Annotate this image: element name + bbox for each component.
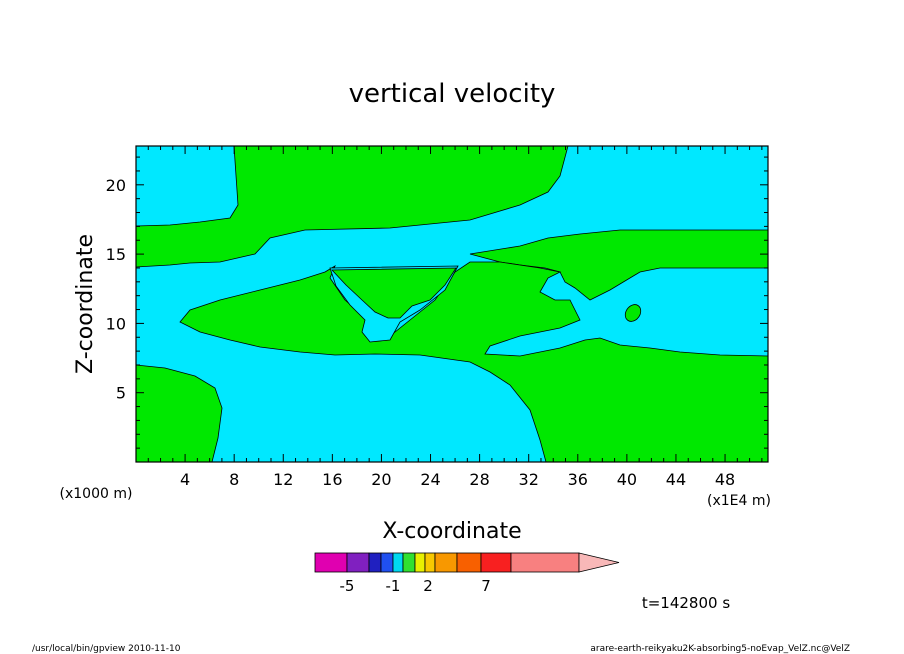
legend-swatch (402, 552, 416, 573)
x-tick-label: 32 (519, 470, 539, 489)
plot-frame (135, 145, 769, 463)
footer-left: /usr/local/bin/gpview 2010-11-10 (32, 644, 181, 654)
legend-tick-labels: -5 -1 2 7 (340, 577, 491, 595)
x-tick-label: 44 (666, 470, 686, 489)
x-tick-label: 36 (568, 470, 588, 489)
x-tick-label: 48 (715, 470, 735, 489)
legend-swatch (424, 552, 436, 573)
y-axis-ticks: 5 10 15 20 (106, 156, 768, 449)
x-tick-label: 8 (229, 470, 239, 489)
legend-label: -5 (340, 577, 355, 595)
legend-swatch (414, 552, 426, 573)
contour-fill (136, 146, 768, 462)
y-tick-label: 5 (116, 384, 126, 403)
x-tick-label: 24 (420, 470, 440, 489)
legend-swatch (456, 552, 482, 573)
positive-region-lens (331, 267, 457, 319)
x-tick-label: 20 (371, 470, 391, 489)
time-label: t=142800 s (642, 594, 730, 612)
footer-right: arare-earth-reikyaku2K-absorbing5-noEvap… (590, 644, 850, 654)
legend-swatch (434, 552, 458, 573)
legend-swatch (480, 552, 512, 573)
y-tick-label: 15 (106, 245, 126, 264)
legend-swatch (380, 552, 394, 573)
legend-swatch (368, 552, 382, 573)
legend-swatch (392, 552, 404, 573)
legend-label: -1 (386, 577, 401, 595)
y-tick-label: 20 (106, 176, 126, 195)
legend-swatch (510, 552, 580, 573)
chart-title: vertical velocity (349, 79, 556, 109)
y-tick-label: 10 (106, 314, 126, 333)
x-tick-label: 4 (180, 470, 190, 489)
positive-region-island (624, 304, 642, 322)
x-unit-left: (x1000 m) (60, 486, 133, 502)
legend-overflow-arrow (578, 552, 620, 573)
x-unit-right: (x1E4 m) (707, 493, 771, 509)
y-axis-label: Z-coordinate (73, 234, 98, 374)
legend-swatch (314, 552, 348, 573)
x-tick-label: 40 (617, 470, 637, 489)
x-axis-ticks: 4 8 12 16 20 24 28 32 36 40 44 48 (147, 146, 763, 489)
x-tick-label: 28 (469, 470, 489, 489)
legend-label: 2 (423, 577, 433, 595)
legend-label: 7 (481, 577, 491, 595)
x-tick-label: 16 (322, 470, 342, 489)
positive-region-lower-left (136, 364, 223, 462)
legend-swatch (346, 552, 370, 573)
x-tick-label: 12 (273, 470, 293, 489)
x-axis-label: X-coordinate (382, 519, 521, 544)
color-legend (314, 552, 620, 573)
